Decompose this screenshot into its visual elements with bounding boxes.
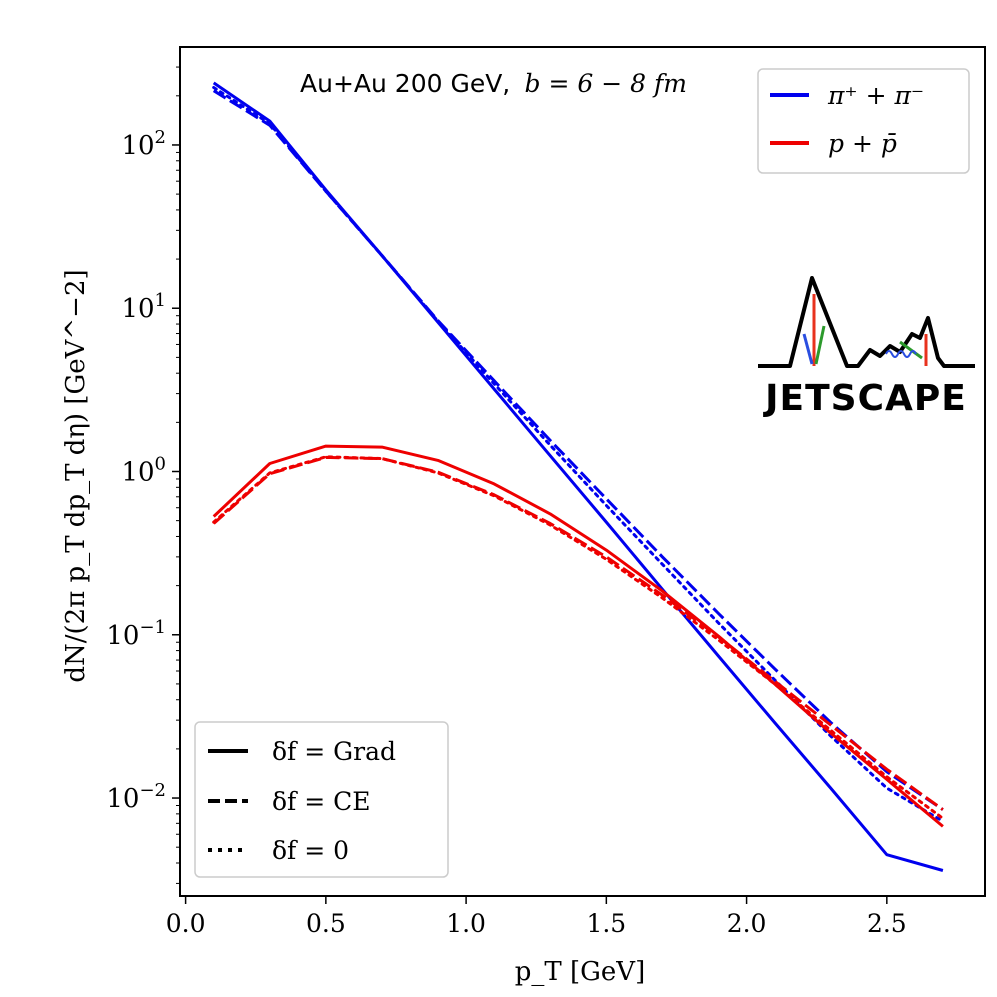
jetscape-logo: JETSCAPE (758, 276, 975, 419)
x-tick-label: 2.5 (867, 909, 907, 938)
legend-deltaf: δf = Grad δf = CE δf = 0 (194, 721, 449, 878)
y-tick-label: 101 (121, 290, 166, 324)
x-tick-label: 0.0 (166, 909, 206, 938)
series-line-p-ce (212, 455, 944, 811)
x-axis-label: p_T [GeV] (515, 957, 645, 987)
legend-species-frame (757, 68, 970, 174)
legend-zero-label: δf = 0 (272, 836, 349, 865)
series-line-pi-ce (212, 89, 944, 811)
series-line-p-0 (212, 455, 945, 820)
x-tick-label: 1.5 (586, 909, 626, 938)
legend-grad-label: δf = Grad (272, 737, 396, 766)
series-line-p-grad (212, 444, 944, 828)
y-tick-label: 10−1 (106, 617, 166, 651)
y-axis-label: dN/(2π p_T dp_T dη) [GeV^−2] (61, 269, 91, 682)
chart-title-text: Au+Au 200 GeV, (300, 69, 510, 98)
logo-green-jet-small (899, 340, 923, 360)
y-tick-label: 100 (121, 454, 166, 488)
logo-text: JETSCAPE (762, 378, 967, 419)
chart-title: Au+Au 200 GeV, b = 6 − 8 fm (300, 69, 687, 98)
logo-gluon-spring (885, 350, 917, 358)
axes-layer: 0.0 0.5 1.0 1.5 2.0 2.5 10−2 10−1 100 101 102 (106, 46, 986, 938)
legend-deltaf-frame (194, 721, 449, 878)
chart-title-math: b = 6 − 8 fm (525, 69, 687, 98)
x-tick-label: 2.0 (727, 909, 767, 938)
y-tick-label: 10−2 (106, 780, 166, 814)
x-tick-label: 0.5 (306, 909, 346, 938)
logo-green-jet (814, 325, 826, 365)
legend-species: π⁺ + π⁻ p + p̄ (757, 68, 970, 174)
y-tick-label: 102 (121, 127, 166, 161)
series-layer (212, 81, 945, 872)
legend-ce-label: δf = CE (272, 787, 371, 816)
x-tick-label: 1.0 (446, 909, 486, 938)
logo-blue-jet (802, 333, 814, 365)
legend-proton-label: p + p̄ (828, 129, 897, 158)
legend-pion-label: π⁺ + π⁻ (827, 81, 924, 110)
logo-mountain-outline (758, 276, 975, 368)
series-line-pi-0 (212, 86, 945, 823)
